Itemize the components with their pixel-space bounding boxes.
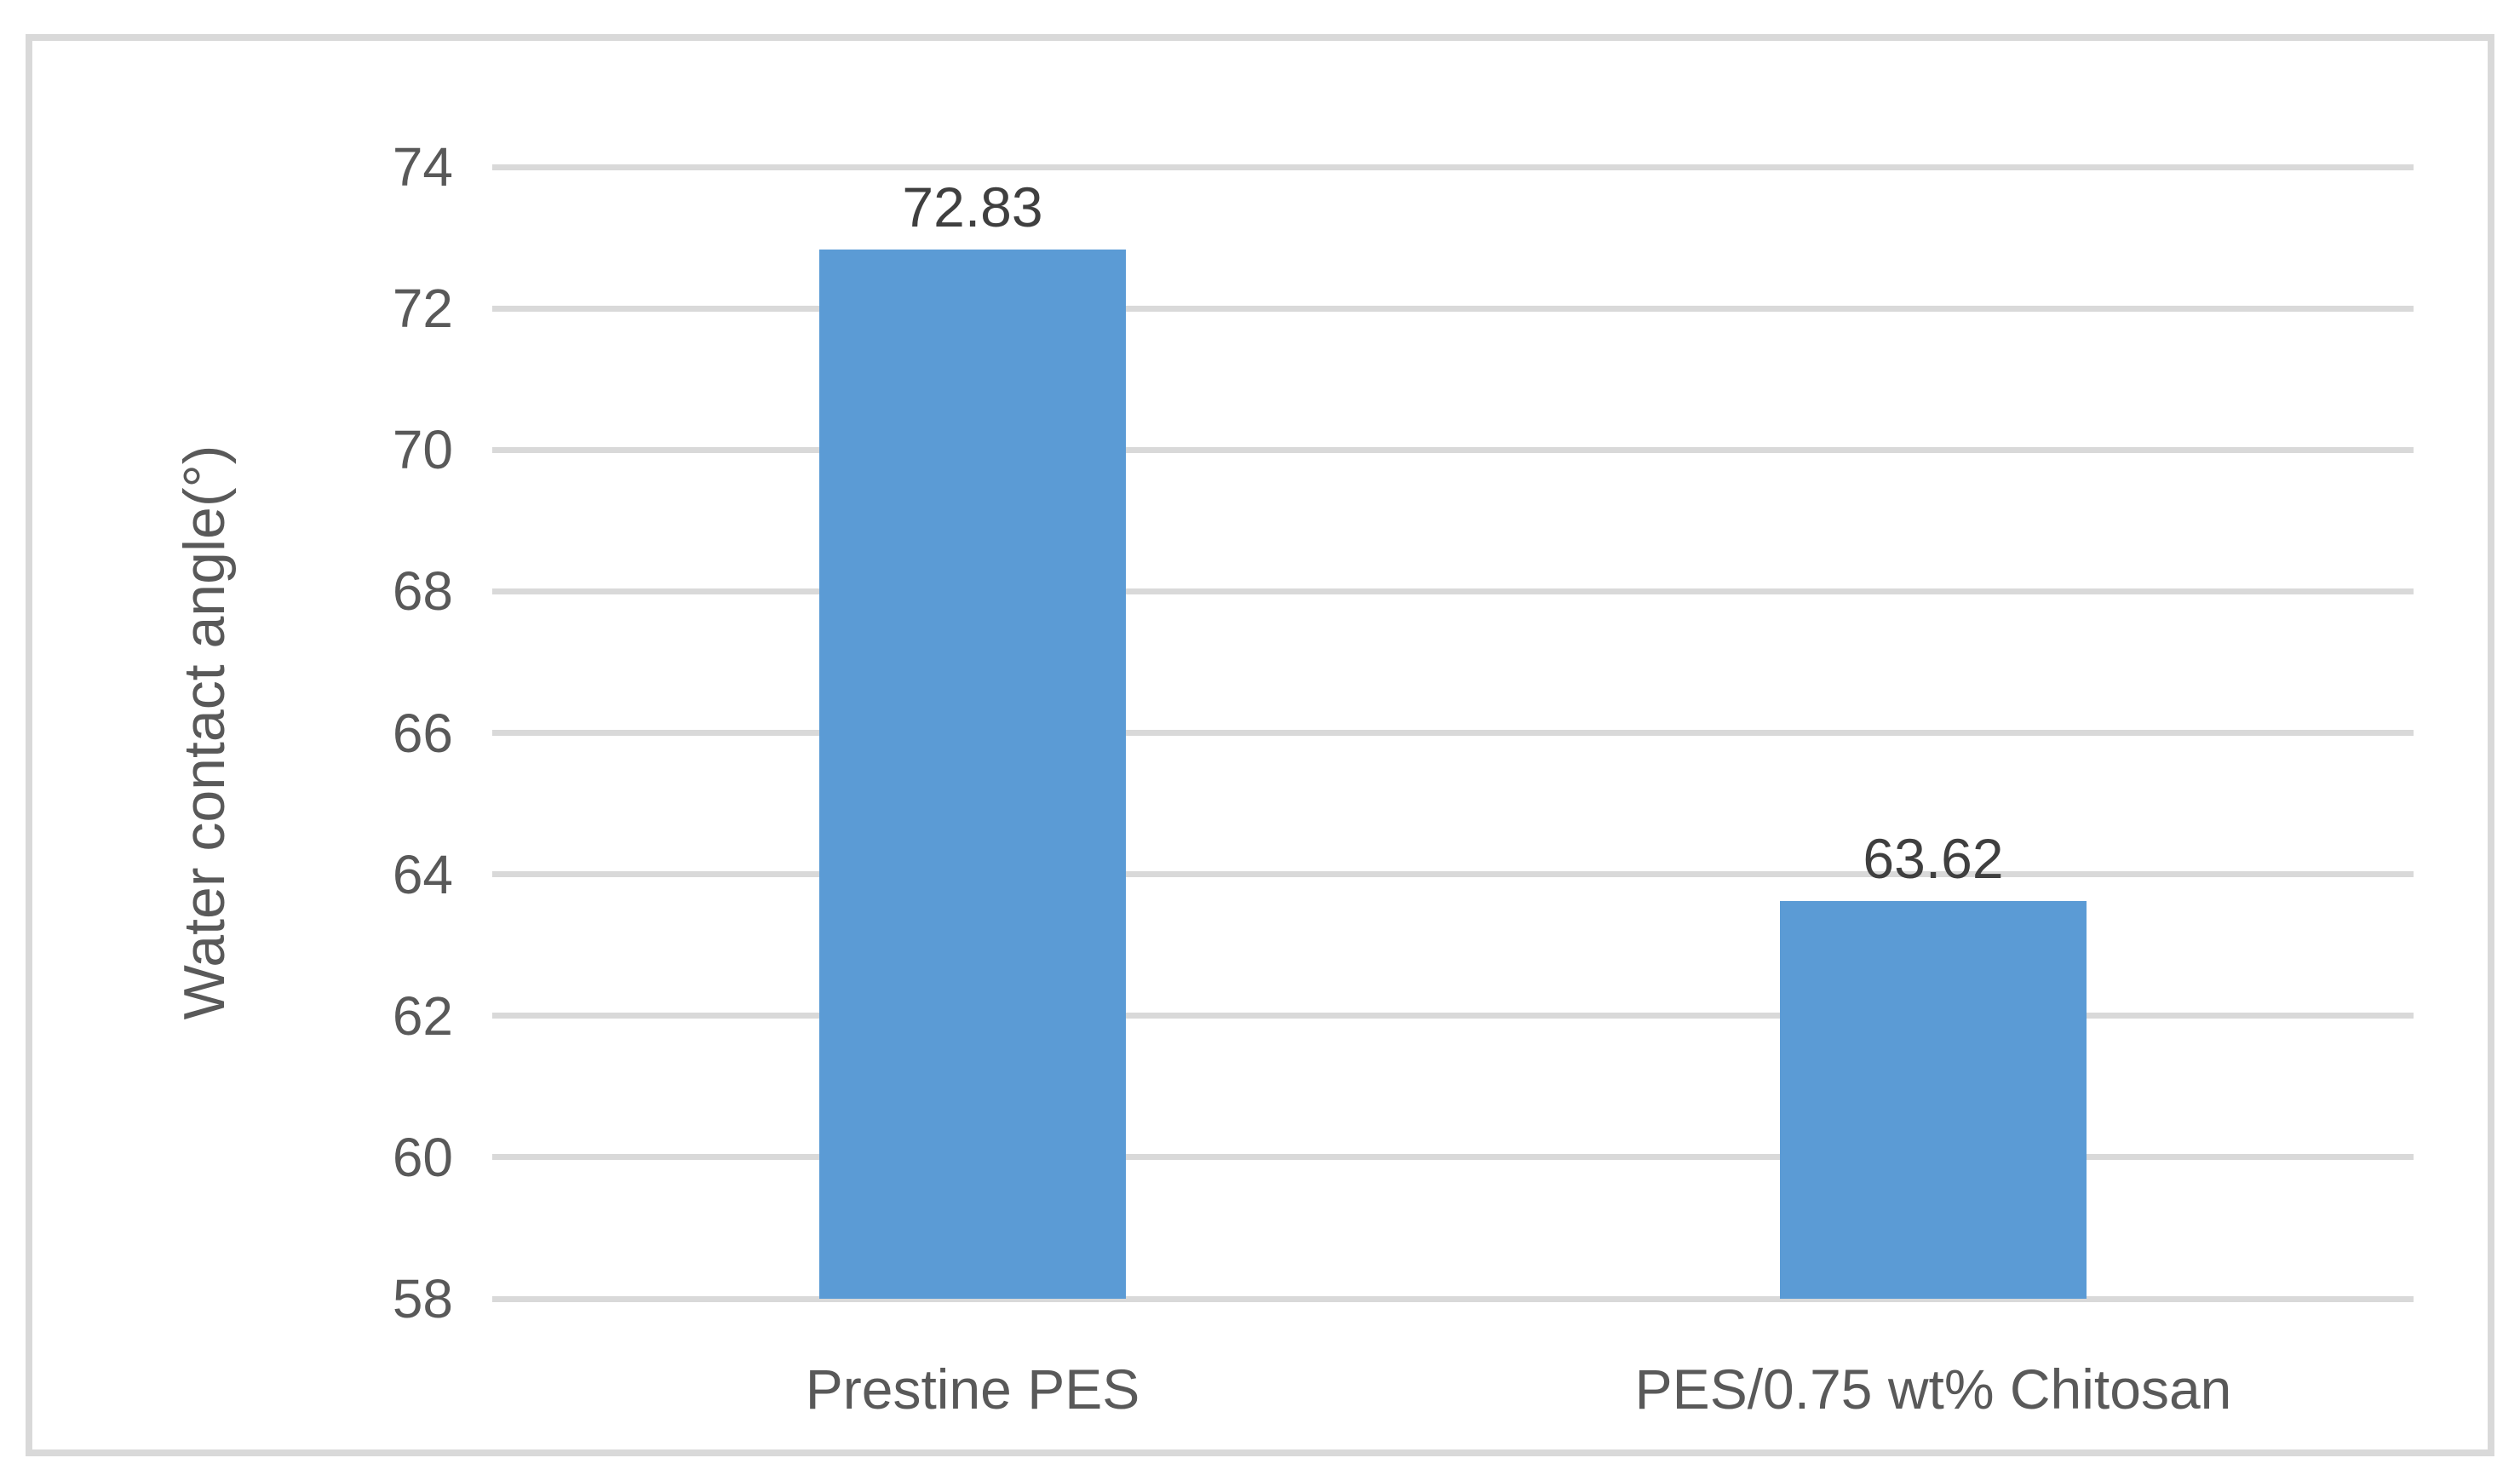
- y-tick-label-68: 68: [392, 560, 453, 623]
- y-tick-label-74: 74: [392, 136, 453, 198]
- gridline-62: [492, 1013, 2414, 1019]
- bar-slot-prestine-pes: 72.83 Prestine PES: [492, 167, 1453, 1420]
- category-label-pes-chitosan: PES/0.75 wt% Chitosan: [1634, 1358, 2232, 1421]
- y-tick-label-64: 64: [392, 843, 453, 905]
- figure-border: [26, 34, 2494, 1456]
- bar-pes-chitosan: [1780, 901, 2087, 1299]
- gridline-74: [492, 164, 2414, 170]
- y-tick-label-58: 58: [392, 1268, 453, 1329]
- gridline-72: [492, 305, 2414, 312]
- bar-value-label: 63.62: [1863, 826, 2004, 890]
- bar-value-label: 72.83: [902, 175, 1043, 238]
- y-tick-label-70: 70: [392, 419, 453, 481]
- category-label-prestine-pes: Prestine PES: [805, 1358, 1140, 1421]
- bar-prestine-pes: [819, 250, 1126, 1299]
- gridline-60: [492, 1154, 2414, 1161]
- gridline-58: [492, 1295, 2414, 1302]
- plot-area: 72.83 Prestine PES 63.62 PES/0.75 wt% Ch…: [492, 164, 2414, 1421]
- gridline-70: [492, 446, 2414, 453]
- y-tick-label-72: 72: [392, 278, 453, 340]
- y-axis-tick-labels: 74 72 70 68 66 64 62 60 58: [0, 140, 453, 1326]
- gridline-64: [492, 871, 2414, 878]
- y-tick-label-60: 60: [392, 1126, 453, 1188]
- y-tick-label-66: 66: [392, 702, 453, 764]
- gridline-66: [492, 730, 2414, 736]
- gridline-68: [492, 588, 2414, 594]
- bar-slot-pes-chitosan: 63.62 PES/0.75 wt% Chitosan: [1453, 167, 2414, 1421]
- y-tick-label-62: 62: [392, 984, 453, 1047]
